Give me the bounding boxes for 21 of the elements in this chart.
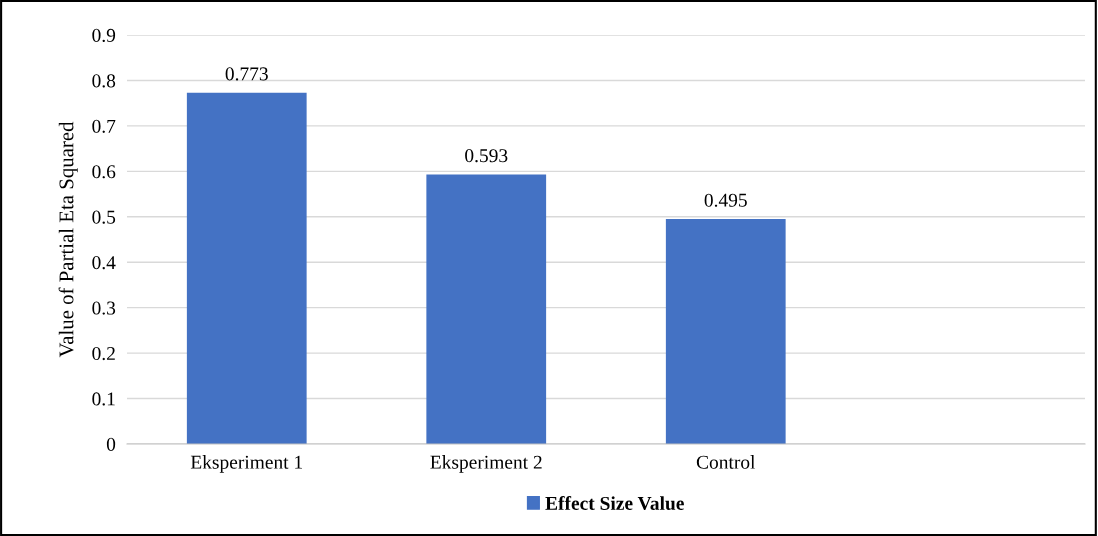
y-tick-label: 0.8 <box>92 74 116 88</box>
y-axis-title: Value of Partial Eta Squared <box>58 121 78 358</box>
y-tick-label: 0.6 <box>92 165 116 179</box>
x-tick-label: Control <box>696 455 756 469</box>
legend-label: Effect Size Value <box>545 496 684 511</box>
bar <box>186 92 307 444</box>
y-tick-label: 0.2 <box>92 346 115 361</box>
bar <box>426 174 547 444</box>
bar <box>665 219 786 444</box>
y-tick-label: 0 <box>106 437 116 451</box>
y-tick-label: 0.4 <box>92 256 116 270</box>
x-tick-label: Eksperiment 2 <box>430 455 542 473</box>
y-tick-label: 0.9 <box>92 28 116 43</box>
y-tick-label: 0.1 <box>92 392 115 406</box>
data-label: 0.773 <box>225 67 268 81</box>
data-label: 0.495 <box>704 193 747 207</box>
x-tick-label: Eksperiment 1 <box>190 455 303 473</box>
y-tick-label: 0.5 <box>92 210 116 224</box>
y-tick-label: 0.7 <box>92 119 116 133</box>
data-label: 0.593 <box>465 149 508 163</box>
y-tick-label: 0.3 <box>92 301 116 315</box>
